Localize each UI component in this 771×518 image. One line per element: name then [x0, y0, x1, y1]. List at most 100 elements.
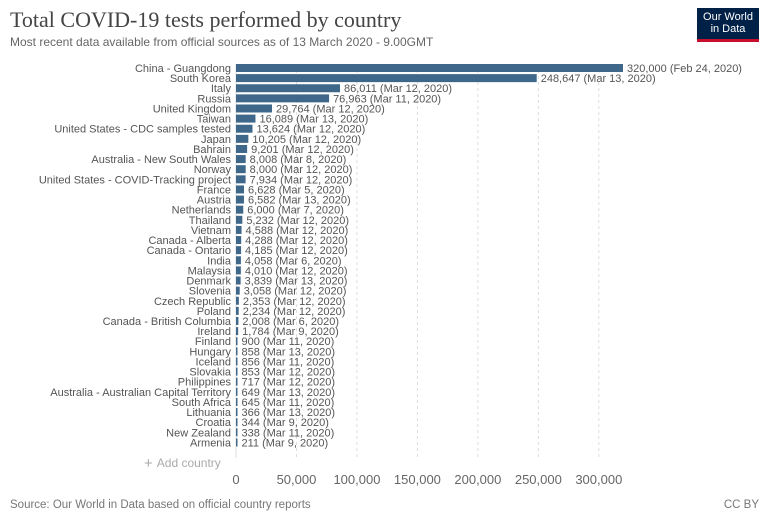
category-label: France [197, 184, 231, 196]
bar[interactable] [236, 236, 242, 245]
value-label: 1,784 (Mar 9, 2020) [242, 326, 339, 338]
value-label: 2,353 (Mar 12, 2020) [243, 296, 346, 308]
add-country-button[interactable]: + Add country [144, 455, 221, 472]
plus-icon: + [144, 455, 153, 472]
bar[interactable] [236, 428, 238, 437]
value-label: 320,000 (Feb 24, 2020) [627, 63, 742, 75]
bar[interactable] [236, 286, 240, 295]
value-label: 853 (Mar 12, 2020) [242, 367, 336, 379]
bar[interactable] [236, 175, 246, 184]
bar[interactable] [236, 256, 241, 265]
x-tick-label: 100,000 [333, 472, 380, 487]
value-label: 76,963 (Mar 11, 2020) [333, 93, 441, 105]
category-label: Japan [201, 134, 231, 146]
x-tick-label: 150,000 [394, 472, 441, 487]
bar[interactable] [236, 357, 238, 366]
value-label: 338 (Mar 11, 2020) [242, 427, 335, 439]
category-label: China - Guangdong [135, 63, 231, 75]
bar[interactable] [236, 438, 238, 447]
value-label: 900 (Mar 11, 2020) [242, 336, 335, 348]
value-label: 3,839 (Mar 13, 2020) [245, 276, 348, 288]
bar[interactable] [236, 225, 242, 234]
value-label: 344 (Mar 9, 2020) [242, 417, 329, 429]
bar[interactable] [236, 215, 243, 224]
bar[interactable] [236, 387, 238, 396]
category-label: South Korea [170, 73, 232, 85]
bar[interactable] [236, 64, 623, 72]
value-label: 9,201 (Mar 12, 2020) [251, 144, 354, 156]
category-label: Thailand [189, 215, 231, 227]
bar[interactable] [236, 144, 248, 153]
category-label: Norway [194, 164, 232, 176]
value-label: 856 (Mar 11, 2020) [242, 356, 335, 368]
bar[interactable] [236, 185, 245, 194]
chart-subtitle: Most recent data available from official… [10, 35, 434, 49]
bar[interactable] [236, 124, 253, 133]
value-label: 2,008 (Mar 6, 2020) [242, 316, 339, 328]
bar[interactable] [236, 408, 238, 417]
bar[interactable] [236, 155, 246, 164]
owid-logo[interactable]: Our World in Data [697, 8, 759, 42]
bar[interactable] [236, 205, 244, 214]
bar[interactable] [236, 337, 238, 346]
x-tick-label: 250,000 [515, 472, 562, 487]
bar[interactable] [236, 114, 256, 123]
bar[interactable] [236, 296, 239, 305]
value-label: 4,058 (Mar 6, 2020) [245, 255, 342, 267]
category-label: New Zealand [166, 427, 231, 439]
bar[interactable] [236, 165, 246, 174]
add-country-label: Add country [156, 456, 221, 470]
value-label: 649 (Mar 13, 2020) [242, 387, 336, 399]
bar[interactable] [236, 195, 244, 204]
value-label: 29,764 (Mar 12, 2020) [276, 103, 385, 115]
bar[interactable] [236, 104, 272, 113]
category-label: United Kingdom [153, 103, 231, 115]
value-label: 8,008 (Mar 8, 2020) [250, 154, 347, 166]
bar[interactable] [236, 84, 341, 93]
bar[interactable] [236, 317, 239, 325]
bar[interactable] [236, 397, 238, 406]
category-label: Australia - New South Wales [91, 154, 231, 166]
value-label: 7,934 (Mar 12, 2020) [250, 174, 353, 186]
value-label: 717 (Mar 12, 2020) [242, 377, 336, 389]
value-label: 6,000 (Mar 7, 2020) [247, 205, 344, 217]
x-tick-label: 0 [232, 472, 239, 487]
category-label: Czech Republic [154, 296, 232, 308]
source-note[interactable]: Source: Our World in Data based on offic… [10, 499, 311, 511]
value-label: 4,588 (Mar 12, 2020) [246, 225, 349, 237]
category-label: Denmark [186, 276, 231, 288]
value-label: 3,058 (Mar 12, 2020) [244, 286, 347, 298]
bar[interactable] [236, 306, 239, 315]
value-label: 8,000 (Mar 12, 2020) [250, 164, 353, 176]
bar[interactable] [236, 246, 242, 255]
bar[interactable] [236, 418, 238, 427]
value-label: 858 (Mar 13, 2020) [242, 346, 336, 358]
x-tick-label: 200,000 [454, 472, 501, 487]
bar[interactable] [236, 134, 249, 143]
category-label: Netherlands [172, 205, 232, 217]
category-label: Croatia [196, 417, 232, 429]
category-label: Taiwan [197, 114, 231, 126]
category-label: Italy [211, 83, 232, 95]
bar[interactable] [236, 377, 238, 386]
value-label: 645 (Mar 11, 2020) [242, 397, 335, 409]
category-label: Australia - Australian Capital Territory [50, 387, 231, 399]
bar[interactable] [236, 327, 239, 336]
value-label: 211 (Mar 9, 2020) [242, 437, 329, 449]
logo-line-2: in Data [710, 23, 746, 35]
value-label: 13,624 (Mar 12, 2020) [256, 124, 365, 136]
bar[interactable] [236, 266, 241, 275]
bar[interactable] [236, 276, 241, 285]
bar[interactable] [236, 367, 238, 376]
bar[interactable] [236, 94, 330, 103]
value-label: 86,011 (Mar 12, 2020) [344, 83, 452, 95]
category-label: Canada - Ontario [147, 245, 231, 257]
value-label: 366 (Mar 13, 2020) [242, 407, 336, 419]
category-label: Ireland [197, 326, 231, 338]
bar[interactable] [236, 347, 238, 356]
logo-line-1: Our World [703, 11, 753, 23]
license-link[interactable]: CC BY [723, 499, 759, 511]
category-label: United States - CDC samples tested [54, 124, 231, 136]
category-label: Vietnam [191, 225, 231, 237]
bar[interactable] [236, 74, 537, 83]
